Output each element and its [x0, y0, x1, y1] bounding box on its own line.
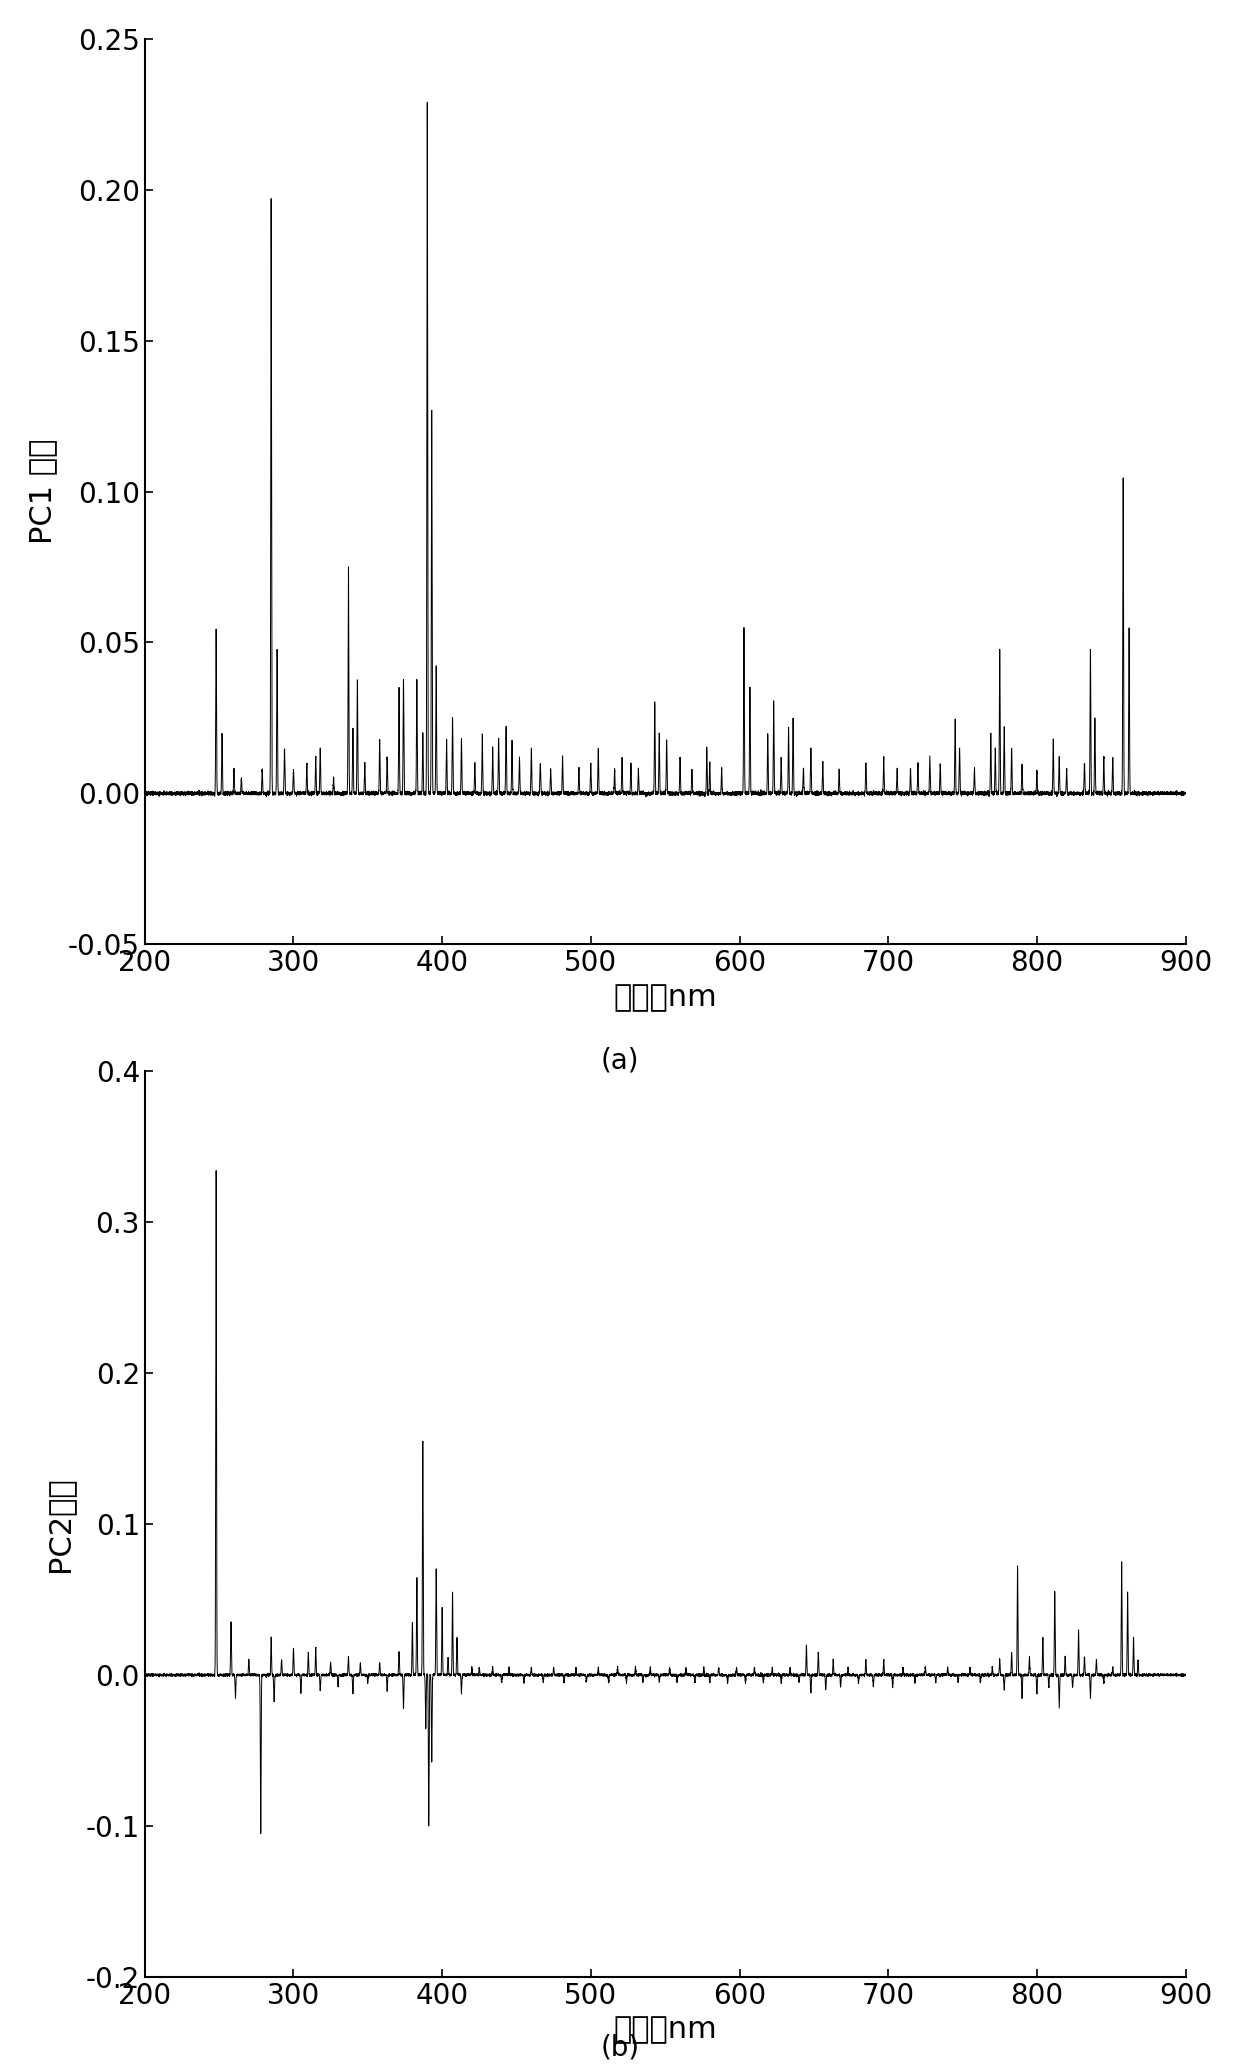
Text: (b): (b)	[600, 2033, 640, 2062]
Y-axis label: PC2载荷: PC2载荷	[46, 1475, 74, 1573]
Text: (a): (a)	[600, 1046, 640, 1075]
X-axis label: 波长，nm: 波长，nm	[614, 2016, 717, 2045]
Y-axis label: PC1 载荷: PC1 载荷	[27, 439, 57, 545]
X-axis label: 波长，nm: 波长，nm	[614, 982, 717, 1011]
